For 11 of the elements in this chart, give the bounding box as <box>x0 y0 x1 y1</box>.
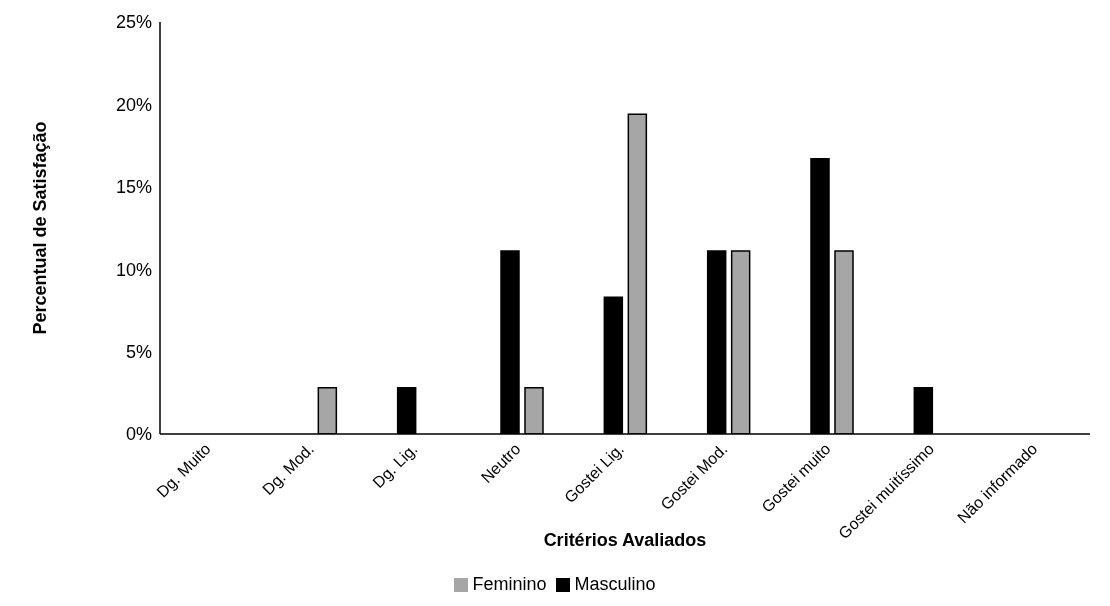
legend-label: Feminino <box>472 574 547 594</box>
y-tick-label: 0% <box>125 424 152 445</box>
y-tick-label: 5% <box>125 341 152 362</box>
legend-label: Masculino <box>574 574 656 594</box>
x-axis-title: Critérios Avaliados <box>543 530 707 550</box>
y-tick-label: 20% <box>115 94 152 115</box>
y-tick-label: 10% <box>115 259 152 280</box>
y-axis-title: Percentual de Satisfação <box>30 121 51 335</box>
y-tick-label: 15% <box>115 177 152 198</box>
x-tick-label: Dg. Lig. <box>369 440 421 492</box>
y-tick-label: 25% <box>115 12 152 33</box>
